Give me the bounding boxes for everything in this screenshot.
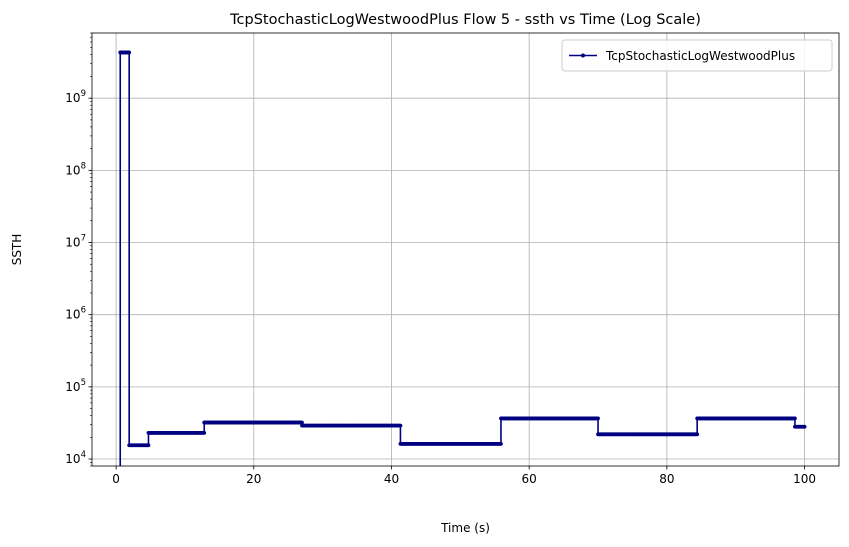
chart-title: TcpStochasticLogWestwoodPlus Flow 5 - ss…: [229, 12, 701, 28]
x-axis-label: Time (s): [440, 521, 490, 535]
x-tick-label: 60: [522, 472, 537, 486]
data-point: [499, 441, 503, 446]
data-point: [202, 431, 207, 435]
y-tick-label: 106: [65, 306, 86, 322]
grid-lines: [92, 33, 839, 466]
data-point: [300, 420, 304, 425]
data-point: [127, 50, 132, 55]
x-tick-label: 100: [793, 472, 816, 486]
legend-entry-label: TcpStochasticLogWestwoodPlus: [605, 49, 795, 63]
y-tick-label: 105: [65, 378, 86, 394]
series-markers: [118, 50, 807, 448]
y-tick-label: 104: [65, 450, 86, 466]
y-tick-label: 108: [65, 161, 86, 177]
data-point: [398, 423, 403, 428]
x-tick-label: 40: [384, 472, 399, 486]
axis-ticks: 0 20 40 60 80 100 104 105 106 107 108 109: [65, 32, 816, 486]
x-tick-label: 80: [659, 472, 674, 486]
data-point: [802, 424, 807, 429]
data-point: [146, 443, 151, 448]
legend-marker-swatch: [581, 53, 585, 58]
y-tick-label: 107: [65, 234, 86, 250]
y-axis-label: SSTH: [10, 234, 24, 266]
legend: TcpStochasticLogWestwoodPlus: [561, 39, 833, 72]
x-tick-label: 0: [112, 472, 120, 486]
legend-box: [561, 39, 833, 72]
data-point: [695, 432, 700, 437]
series-layer: [118, 50, 807, 466]
data-point: [596, 416, 600, 421]
x-tick-label: 20: [246, 472, 261, 486]
data-point: [793, 416, 797, 421]
y-tick-label: 109: [65, 89, 86, 105]
